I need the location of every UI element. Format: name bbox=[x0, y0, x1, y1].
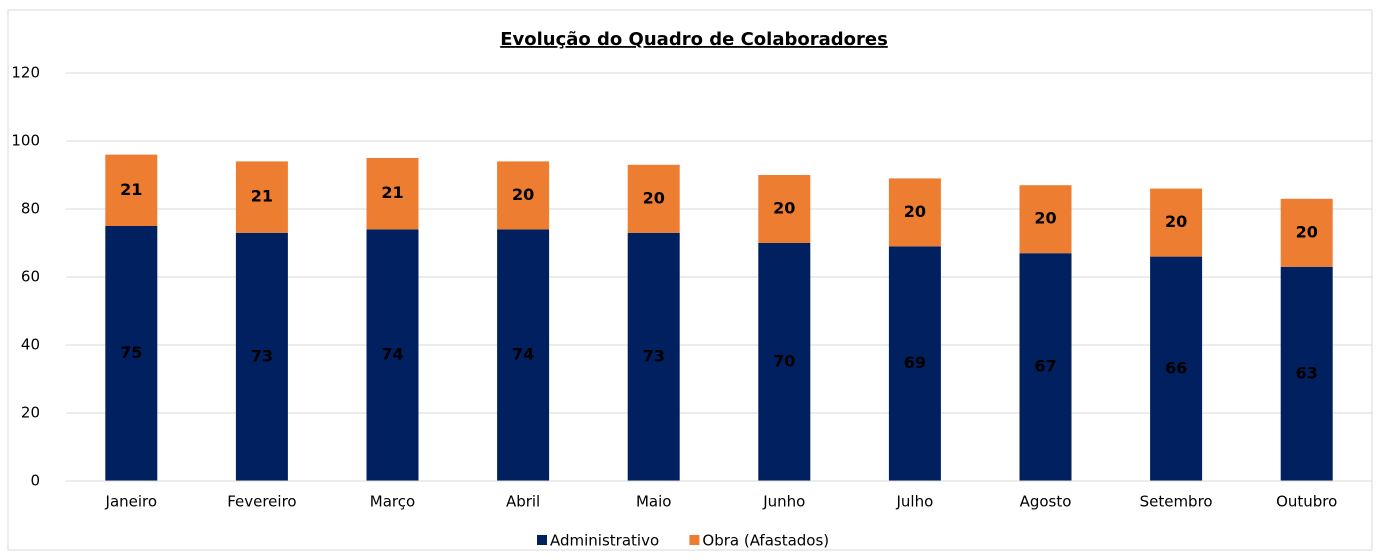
x-tick-label: Janeiro bbox=[105, 493, 158, 511]
data-label: 20 bbox=[643, 188, 665, 207]
y-tick-label: 100 bbox=[11, 132, 40, 150]
x-tick-label: Setembro bbox=[1140, 493, 1213, 511]
data-label: 21 bbox=[381, 183, 403, 202]
x-tick-label: Junho bbox=[762, 493, 805, 511]
data-label: 20 bbox=[1034, 209, 1056, 228]
data-label: 20 bbox=[904, 202, 926, 221]
bar-segment bbox=[105, 226, 158, 481]
bar-segment bbox=[627, 232, 680, 481]
x-tick-label: Agosto bbox=[1020, 493, 1072, 511]
data-label: 75 bbox=[120, 343, 142, 362]
data-label: 20 bbox=[512, 185, 534, 204]
data-label: 21 bbox=[251, 187, 273, 206]
bar-segment bbox=[758, 175, 811, 243]
x-tick-label: Outubro bbox=[1276, 493, 1337, 511]
bar-segment bbox=[1150, 256, 1203, 481]
y-tick-label: 80 bbox=[21, 200, 40, 218]
bar-segment bbox=[366, 229, 419, 481]
x-tick-label: Fevereiro bbox=[227, 493, 296, 511]
legend-swatch bbox=[537, 535, 547, 545]
data-label: 20 bbox=[1296, 222, 1318, 241]
bar-segment bbox=[1019, 185, 1072, 254]
data-label: 74 bbox=[381, 345, 403, 364]
data-label: 67 bbox=[1034, 357, 1056, 376]
bar-segment bbox=[235, 161, 288, 233]
bar-segment bbox=[366, 158, 419, 230]
bar-segment bbox=[105, 154, 158, 226]
bar-segment bbox=[235, 232, 288, 481]
y-tick-label: 0 bbox=[30, 472, 40, 490]
x-tick-label: Março bbox=[370, 493, 415, 511]
bar-segment bbox=[888, 178, 941, 247]
bar-segment bbox=[627, 164, 680, 233]
data-label: 66 bbox=[1165, 358, 1187, 377]
data-label: 20 bbox=[773, 199, 795, 218]
y-tick-label: 40 bbox=[21, 336, 40, 354]
data-label: 69 bbox=[904, 353, 926, 372]
bar-segment bbox=[888, 246, 941, 481]
y-tick-label: 60 bbox=[21, 268, 40, 286]
chart-title: Evolução do Quadro de Colaboradores bbox=[500, 29, 888, 50]
data-label: 63 bbox=[1296, 363, 1318, 382]
y-tick-label: 120 bbox=[11, 64, 40, 82]
bar-segment bbox=[497, 161, 550, 230]
bar-segment bbox=[1280, 266, 1333, 481]
data-label: 20 bbox=[1165, 212, 1187, 231]
bar-segment bbox=[497, 229, 550, 481]
bar-segment bbox=[758, 243, 811, 481]
x-tick-label: Abril bbox=[506, 493, 540, 511]
data-label: 74 bbox=[512, 345, 534, 364]
x-tick-label: Maio bbox=[636, 493, 671, 511]
legend-label: Obra (Afastados) bbox=[702, 532, 829, 550]
legend-label: Administrativo bbox=[550, 532, 659, 550]
chart-border bbox=[7, 9, 1373, 551]
y-tick-label: 20 bbox=[21, 404, 40, 422]
data-label: 70 bbox=[773, 352, 795, 371]
x-tick-label: Julho bbox=[896, 493, 934, 511]
bar-segment bbox=[1150, 188, 1203, 257]
bar-segment bbox=[1019, 253, 1072, 481]
legend-swatch bbox=[689, 535, 700, 545]
data-label: 21 bbox=[120, 180, 142, 199]
bar-segment bbox=[1280, 198, 1333, 267]
data-label: 73 bbox=[251, 346, 273, 365]
data-label: 73 bbox=[643, 346, 665, 365]
